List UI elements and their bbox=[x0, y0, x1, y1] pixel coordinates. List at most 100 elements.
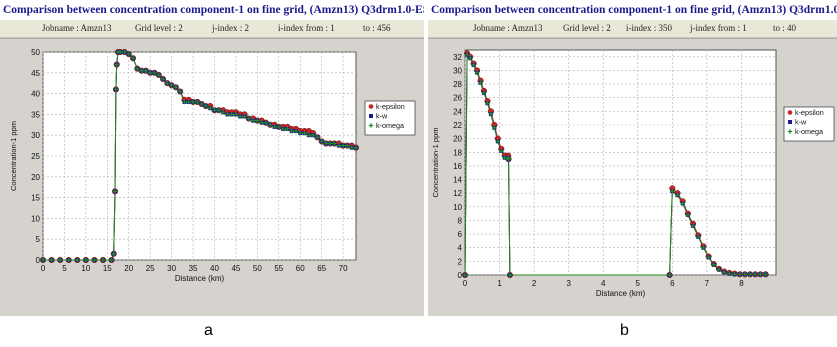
data-point-k-omega bbox=[212, 108, 217, 113]
data-point-k-omega bbox=[178, 89, 183, 94]
y-tick-label: 24 bbox=[453, 107, 462, 116]
x-axis-label: Distance (km) bbox=[175, 274, 225, 283]
data-point-k-omega bbox=[263, 120, 269, 125]
index-from-label: i-index from : 1 bbox=[278, 23, 335, 33]
data-point-k-omega bbox=[255, 118, 260, 123]
data-point-k-omega bbox=[675, 193, 680, 198]
index-to-label: to : 456 bbox=[363, 23, 391, 33]
index-from-label: j-index from : 1 bbox=[690, 23, 747, 33]
x-tick-label: 30 bbox=[167, 264, 176, 273]
y-tick-label: 28 bbox=[453, 80, 462, 89]
data-point-k-omega bbox=[156, 72, 161, 78]
x-tick-label: 70 bbox=[339, 264, 348, 273]
figure-caption-a: a bbox=[204, 322, 213, 339]
y-tick-label: 30 bbox=[453, 66, 462, 75]
x-tick-label: 25 bbox=[146, 264, 155, 273]
chart-a-svg: 0 5 10 15 20 25 30 35 40 45 50 55 60 65 70 0 5 10 15 20 25 30… bbox=[9, 48, 416, 283]
data-point-k-omega bbox=[293, 128, 299, 134]
data-point-k-omega bbox=[315, 135, 320, 140]
data-point-k-omega bbox=[499, 148, 504, 154]
data-point-k-omega bbox=[319, 139, 324, 144]
data-point-k-omega bbox=[111, 251, 116, 256]
data-point-k-omega bbox=[173, 85, 179, 90]
y-tick-label: 18 bbox=[453, 148, 462, 157]
data-point-k-omega bbox=[701, 245, 706, 250]
jobname-label: Jobname : Amzn13 bbox=[473, 23, 543, 33]
y-tick-label: 30 bbox=[31, 131, 40, 140]
x-tick-label: 3 bbox=[566, 279, 571, 288]
data-point-k-omega bbox=[229, 112, 234, 117]
y-tick-label: 40 bbox=[31, 90, 40, 99]
chart-b-svg: 0 1 2 3 4 5 6 7 802468101214161820222426283032Di… bbox=[431, 49, 835, 298]
legend-marker bbox=[368, 104, 374, 109]
data-point-k-omega bbox=[246, 116, 252, 121]
data-point-k-omega bbox=[126, 51, 131, 57]
data-point-k-omega bbox=[340, 143, 346, 148]
y-axis-label: Concentration-1 ppm bbox=[431, 127, 440, 197]
grid-level-label: Grid level : 2 bbox=[563, 23, 611, 33]
y-tick-label: 15 bbox=[31, 194, 40, 203]
data-point-k-omega bbox=[323, 141, 329, 146]
x-tick-label: 0 bbox=[463, 279, 468, 288]
y-tick-label: 4 bbox=[458, 244, 463, 253]
data-point-k-omega bbox=[667, 272, 672, 278]
data-point-k-omega bbox=[182, 99, 187, 105]
plot-area: 0 1 2 3 4 5 6 7 8 0 2 4 6 8 10 12 14 16 18 20 22 24 26 28 30 32 Di… bbox=[428, 38, 837, 316]
data-point-k-omega bbox=[758, 272, 763, 277]
y-tick-label: 35 bbox=[31, 110, 40, 119]
jobname-label: Jobname : Amzn13 bbox=[42, 23, 112, 33]
data-point-k-omega bbox=[117, 49, 123, 55]
data-point-k-omega bbox=[203, 103, 209, 109]
data-point-k-omega bbox=[250, 118, 256, 123]
y-tick-label: 0 bbox=[458, 271, 463, 280]
data-point-k-omega bbox=[122, 49, 127, 55]
chart-panel-b: Comparison between concentration compone… bbox=[428, 0, 837, 316]
data-point-k-omega bbox=[195, 99, 200, 105]
data-point-k-omega bbox=[336, 143, 342, 148]
x-tick-label: 2 bbox=[532, 279, 537, 288]
data-point-k-omega bbox=[310, 133, 316, 138]
data-point-k-omega bbox=[492, 125, 497, 130]
data-point-k-omega bbox=[716, 267, 722, 272]
x-tick-label: 15 bbox=[103, 264, 112, 273]
x-tick-label: 55 bbox=[274, 264, 283, 273]
data-point-k-omega bbox=[139, 68, 144, 73]
data-point-k-omega bbox=[190, 99, 196, 105]
chart-panel-a: Comparison between concentration compone… bbox=[0, 0, 424, 316]
y-tick-label: 16 bbox=[453, 162, 462, 171]
data-point-k-omega bbox=[737, 272, 742, 277]
data-point-k-omega bbox=[152, 70, 157, 75]
data-point-k-omega bbox=[485, 100, 490, 106]
plot-area: 0 5 10 15 20 25 30 35 40 45 50 55 60 65 70 0 5 10 15 20 25 30… bbox=[0, 38, 424, 316]
legend-marker bbox=[369, 114, 373, 118]
data-point-k-omega bbox=[345, 143, 350, 148]
data-point-k-omega bbox=[268, 122, 273, 127]
data-point-k-omega bbox=[109, 257, 114, 263]
data-point-k-omega bbox=[57, 257, 63, 263]
data-point-k-omega bbox=[481, 90, 487, 96]
y-tick-label: 32 bbox=[453, 53, 462, 62]
data-point-k-omega bbox=[464, 52, 470, 57]
data-point-k-omega bbox=[711, 262, 716, 267]
y-tick-label: 20 bbox=[31, 173, 40, 182]
data-point-k-omega bbox=[169, 83, 174, 88]
legend-box bbox=[783, 106, 835, 142]
index-to-label: to : 40 bbox=[773, 23, 797, 33]
y-tick-label: 10 bbox=[31, 214, 40, 223]
index-label: i-index : 350 bbox=[626, 23, 672, 33]
y-tick-label: 25 bbox=[31, 152, 40, 161]
x-tick-label: 8 bbox=[739, 279, 744, 288]
legend-label: k-epsilon bbox=[795, 108, 824, 117]
data-point-k-omega bbox=[233, 112, 239, 117]
data-point-k-omega bbox=[302, 130, 307, 136]
data-point-k-omega bbox=[306, 133, 312, 138]
data-point-k-omega bbox=[488, 111, 494, 117]
y-tick-label: 45 bbox=[31, 69, 40, 78]
data-point-k-omega bbox=[332, 141, 337, 146]
y-tick-label: 20 bbox=[453, 135, 462, 144]
data-point-k-omega bbox=[506, 156, 511, 162]
data-point-k-omega bbox=[147, 70, 153, 75]
chart-title: Comparison between concentration compone… bbox=[3, 4, 424, 16]
x-tick-label: 45 bbox=[231, 264, 240, 273]
legend-marker bbox=[788, 120, 792, 124]
